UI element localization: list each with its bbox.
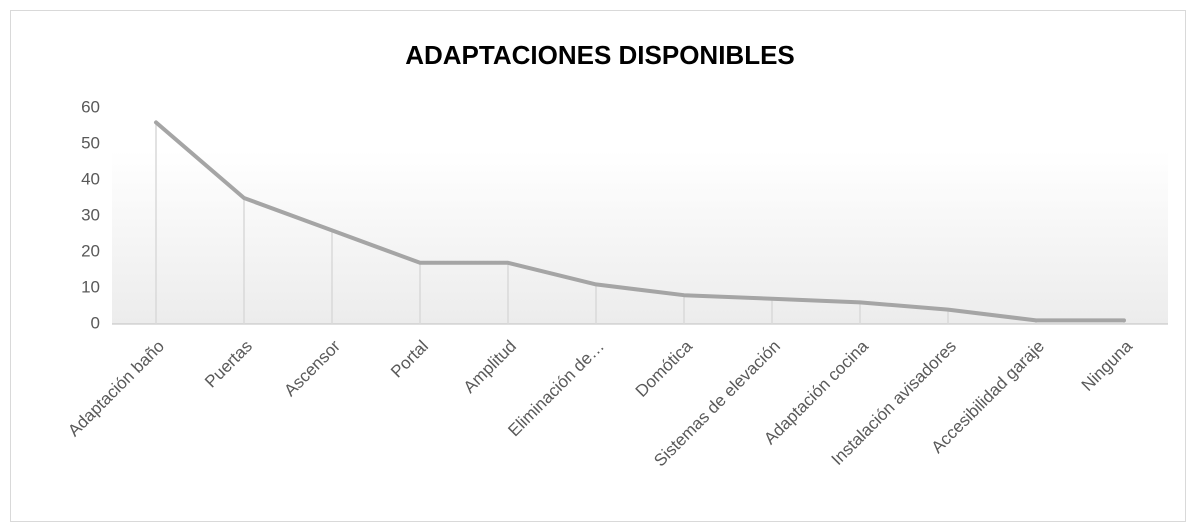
y-tick-label: 30 [81, 205, 100, 224]
y-tick-label: 10 [81, 277, 100, 296]
y-tick-label: 0 [91, 313, 100, 332]
y-tick-label: 20 [81, 241, 100, 260]
y-tick-label: 60 [81, 97, 100, 116]
plot-background [112, 150, 1168, 324]
y-tick-label: 50 [81, 133, 100, 152]
chart-title: ADAPTACIONES DISPONIBLES [405, 40, 795, 70]
y-tick-label: 40 [81, 169, 100, 188]
data-line [154, 120, 1126, 323]
